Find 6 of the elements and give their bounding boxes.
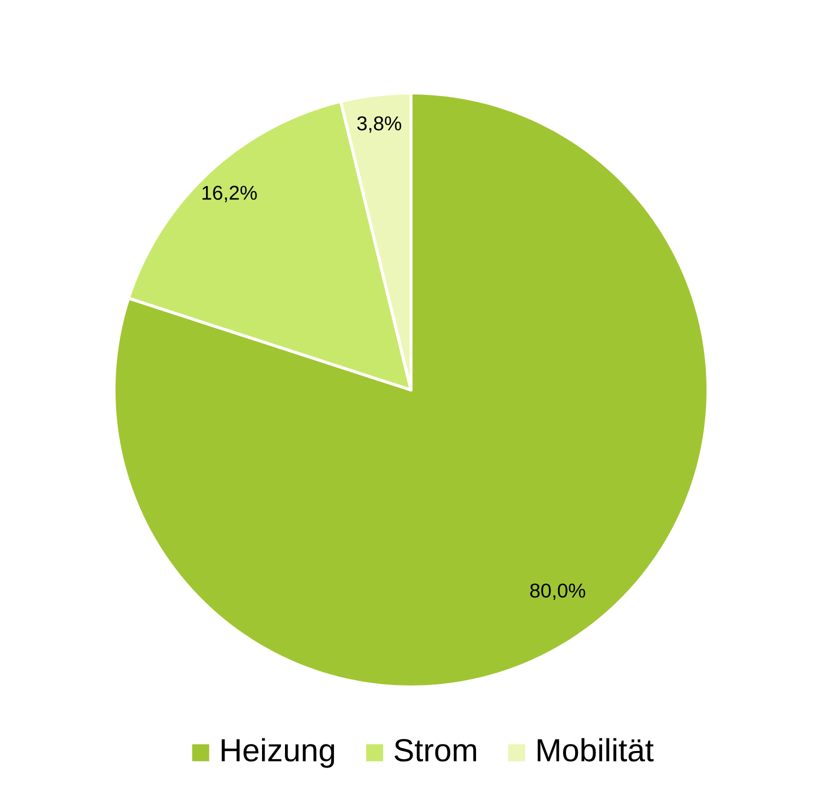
data-label: 16,2%: [202, 186, 257, 202]
data-label: 80,0%: [530, 584, 586, 600]
legend-label: Strom: [394, 738, 476, 762]
legend-label: Heizung: [222, 738, 334, 768]
data-label: 3,8%: [357, 116, 402, 133]
legend-label: Mobilität: [538, 738, 654, 762]
